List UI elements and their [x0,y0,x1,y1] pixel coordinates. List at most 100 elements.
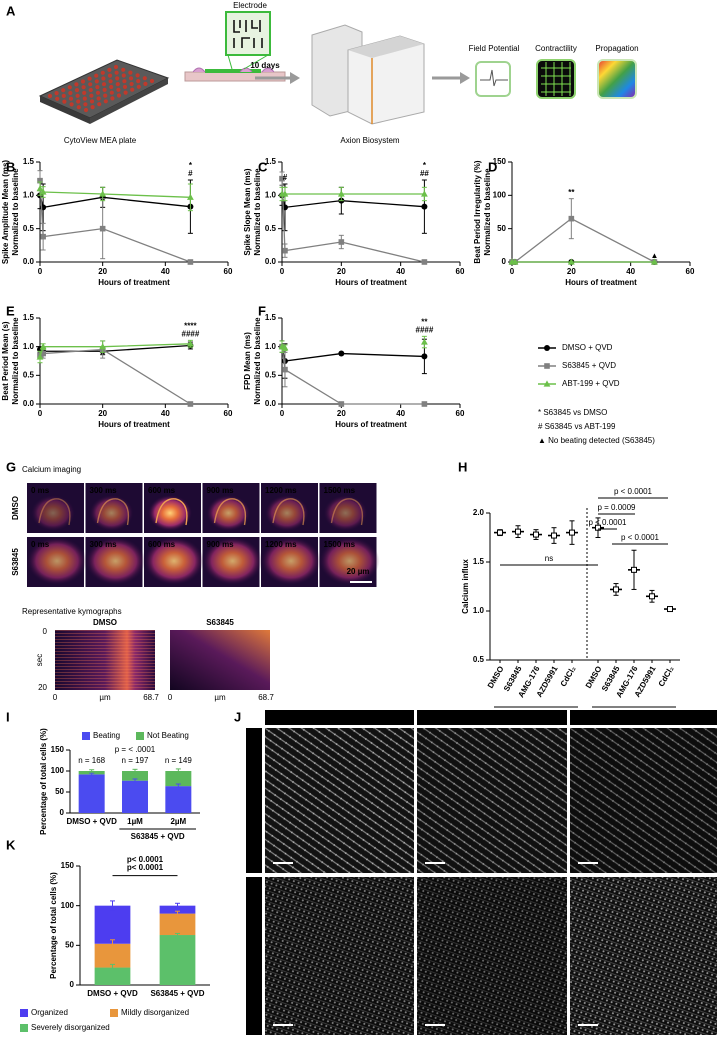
error-bar [175,783,181,789]
cell-edge [38,498,71,526]
panel-label: E [6,303,15,318]
error-bar [132,768,138,774]
panel-label: G [6,459,16,474]
well [67,85,72,90]
data-point [511,258,519,265]
y-tick-label: 2.0 [473,508,485,517]
data-point [567,258,575,265]
y-tick-label: 0.0 [265,399,277,408]
legend-label: S63845 + QVD [562,361,616,370]
panel-label: A [6,3,16,18]
f-actin-image [417,728,567,873]
well [107,73,113,78]
well [121,73,126,78]
y-tick-label: 0.5 [473,655,485,664]
well [96,96,101,101]
n-label: n = 168 [78,756,105,765]
y-tick-label: 0 [70,980,75,989]
x-axis-label: Hours of treatment [565,278,637,287]
data-point [40,350,46,357]
well [116,93,122,98]
series-line [39,343,191,358]
data-point [421,259,428,265]
bar-segment [159,935,196,985]
kymo-y-label: 20 [38,683,47,692]
x-tick-label: DMSO + QVD [87,989,138,998]
image-shade [265,728,414,873]
kymo-x-label: 68.7 [258,693,274,702]
y-tick-label: 0.0 [265,257,277,266]
x-tick-label: 20 [98,267,107,276]
well [80,79,86,84]
panel-label: J [234,709,241,724]
replicate-title: Representative image replicate 3 [585,713,703,722]
time-label: 900 ms [207,540,235,549]
error-bar [175,932,180,938]
time-label: 1200 ms [265,540,297,549]
error-bar [89,772,95,777]
data-point [631,566,637,573]
x-tick-label: 0 [280,267,285,276]
y-tick-label: 0.5 [23,370,35,379]
bar-segment [94,967,131,985]
bar-segment [122,771,148,781]
data-point [36,353,44,360]
comparison-label: p < 0.0001 [614,487,653,496]
time-label: 0 ms [31,486,50,495]
error-bar [89,769,95,773]
data-point [338,350,345,357]
well [103,93,108,98]
time-label: 300 ms [90,486,118,495]
well [121,67,126,72]
data-point [279,175,285,182]
legend-label: Organized [31,1008,68,1017]
bar-segment [159,905,196,914]
y-tick-label: 1.5 [473,557,485,566]
legend-swatch [20,1024,28,1032]
data-point [281,190,289,197]
cell-edge [96,498,130,526]
y-tick-label: 50 [497,224,506,233]
y-tick-label: 0 [502,257,507,266]
y-tick-label: 0 [60,808,65,817]
series-line [282,342,424,348]
well [142,76,147,81]
well [89,99,95,104]
annotation: # [188,169,193,178]
y-tick-label: 1.5 [23,313,35,322]
y-axis-label: Percentage of total cells (%) [39,728,48,835]
well [88,82,93,87]
well [76,105,81,110]
row-label: DMSO [11,496,20,520]
y-axis-label: Spike Slope Mean (ms) [243,168,252,255]
annotation: * [189,161,193,170]
data-point [551,532,557,539]
y-tick-label: 1.0 [23,190,35,199]
replicate-title: Representative image replicate 1 [281,713,399,722]
series-line [512,217,655,263]
well [136,84,141,89]
data-point [421,353,428,360]
y-tick-label: 150 [51,745,65,754]
well [87,76,92,81]
panel-g-title: Calcium imaging [22,465,81,474]
data-point [187,259,194,265]
y-tick-label: 0.0 [23,257,35,266]
kymo-x-label: 0 [53,693,58,702]
well [88,87,93,93]
x-tick-label: 60 [224,267,233,276]
kymograph-title: Representative kymographs [22,607,122,616]
calcium-signal [89,495,134,531]
f-actin-image [417,877,567,1035]
y-tick-label: 0.5 [23,224,35,233]
kymo-x-label: 0 [168,693,173,702]
y-tick-label: 1.0 [473,606,485,615]
calcium-signal [31,495,75,531]
data-point [39,188,47,195]
well [130,87,135,92]
series-line [39,195,191,209]
kymograph-stripes [55,630,155,690]
p-value: p< 0.0001 [127,855,164,864]
well [55,96,60,101]
x-tick-label: 20 [337,409,346,418]
